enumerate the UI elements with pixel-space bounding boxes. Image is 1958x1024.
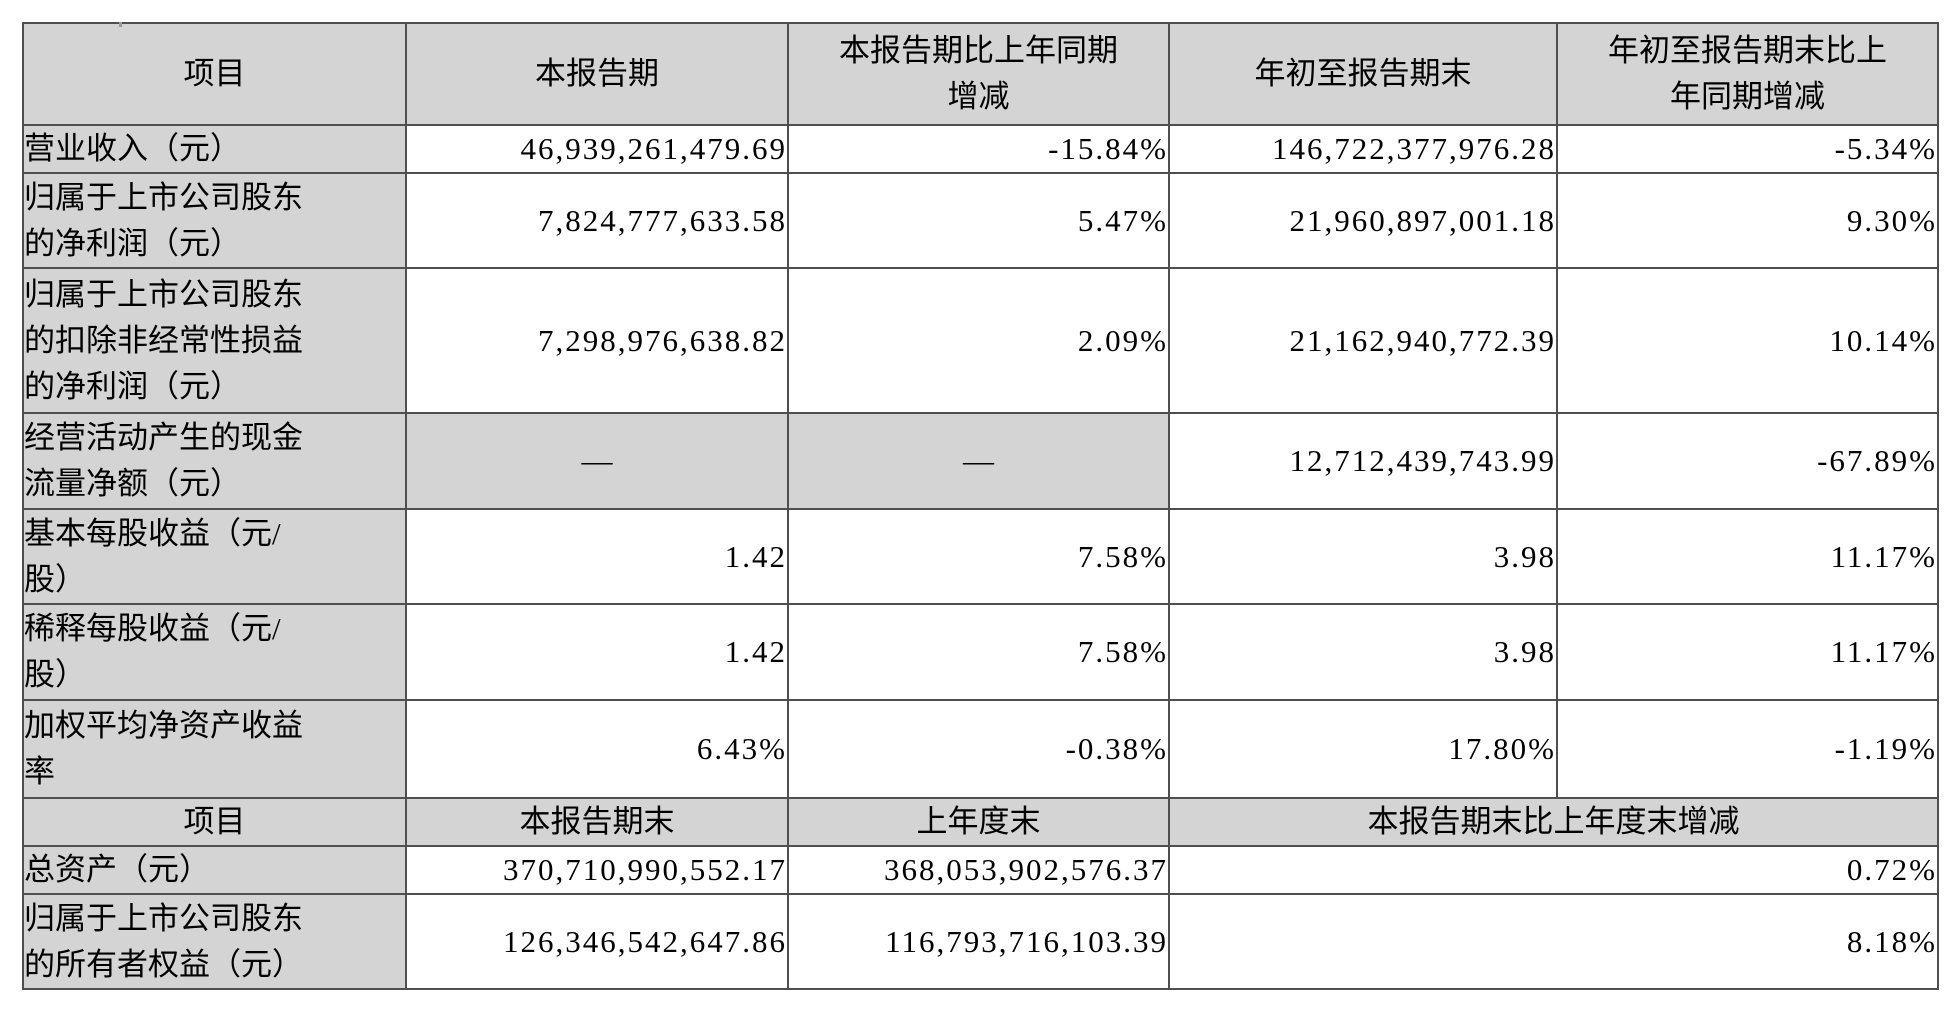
change-value: 8.18% [1168, 893, 1939, 990]
row-label: 稀释每股收益（元/ 股） [22, 603, 407, 701]
col-header-item: 项目 [22, 22, 407, 126]
current-period-value: 1.42 [405, 508, 789, 605]
table-row-basic-eps: 基本每股收益（元/ 股） 1.42 7.58% 3.98 11.17% [22, 508, 1939, 605]
current-period-yoy-value: 7.58% [787, 603, 1170, 701]
current-period-value-dash: — [405, 412, 789, 510]
ytd-value: 21,960,897,001.18 [1168, 172, 1558, 269]
period-end-value: 370,710,990,552.17 [405, 845, 789, 895]
ytd-value: 17.80% [1168, 699, 1558, 799]
col-header-period-end: 本报告期末 [405, 797, 789, 847]
current-period-value: 46,939,261,479.69 [405, 124, 789, 174]
ytd-yoy-value: 9.30% [1556, 172, 1939, 269]
col-header-current-period: 本报告期 [405, 22, 789, 126]
col-header-ytd: 年初至报告期末 [1168, 22, 1558, 126]
table-row-equity-attributable: 归属于上市公司股东 的所有者权益（元） 126,346,542,647.86 1… [22, 893, 1939, 990]
col-header-prior-year-end: 上年度末 [787, 797, 1170, 847]
row-label: 总资产（元） [22, 845, 407, 895]
table-row-weighted-avg-roe: 加权平均净资产收益 率 6.43% -0.38% 17.80% -1.19% [22, 699, 1939, 799]
change-value: 0.72% [1168, 845, 1939, 895]
ytd-value: 146,722,377,976.28 [1168, 124, 1558, 174]
ytd-value: 12,712,439,743.99 [1168, 412, 1558, 510]
col-header-period-end-vs-prior-year-end: 本报告期末比上年度末增减 [1168, 797, 1939, 847]
ytd-yoy-value: -5.34% [1556, 124, 1939, 174]
table-row-diluted-eps: 稀释每股收益（元/ 股） 1.42 7.58% 3.98 11.17% [22, 603, 1939, 701]
table-row-operating-revenue: 营业收入（元） 46,939,261,479.69 -15.84% 146,72… [22, 124, 1939, 174]
ytd-value: 3.98 [1168, 508, 1558, 605]
current-period-yoy-value: 2.09% [787, 267, 1170, 414]
ytd-yoy-value: -1.19% [1556, 699, 1939, 799]
table-row-net-profit-excl-nonrecurring: 归属于上市公司股东 的扣除非经常性损益 的净利润（元） 7,298,976,63… [22, 267, 1939, 414]
table-header-row-2: 项目 本报告期末 上年度末 本报告期末比上年度末增减 [22, 797, 1939, 847]
row-label: 营业收入（元） [22, 124, 407, 174]
current-period-value: 7,824,777,633.58 [405, 172, 789, 269]
current-period-value: 7,298,976,638.82 [405, 267, 789, 414]
row-label: 归属于上市公司股东 的净利润（元） [22, 172, 407, 269]
row-label: 基本每股收益（元/ 股） [22, 508, 407, 605]
prior-year-end-value: 116,793,716,103.39 [787, 893, 1170, 990]
row-label: 加权平均净资产收益 率 [22, 699, 407, 799]
col-header-ytd-yoy-change: 年初至报告期末比上 年同期增减 [1556, 22, 1939, 126]
period-end-value: 126,346,542,647.86 [405, 893, 789, 990]
ytd-yoy-value: -67.89% [1556, 412, 1939, 510]
col-header-current-period-yoy-change: 本报告期比上年同期 增减 [787, 22, 1170, 126]
ytd-yoy-value: 11.17% [1556, 508, 1939, 605]
row-label: 经营活动产生的现金 流量净额（元） [22, 412, 407, 510]
ytd-yoy-value: 11.17% [1556, 603, 1939, 701]
table-row-total-assets: 总资产（元） 370,710,990,552.17 368,053,902,57… [22, 845, 1939, 895]
ytd-value: 21,162,940,772.39 [1168, 267, 1558, 414]
table-header-row-1: 项目 本报告期 本报告期比上年同期 增减 年初至报告期末 年初至报告期末比上 年… [22, 22, 1939, 126]
row-label: 归属于上市公司股东 的扣除非经常性损益 的净利润（元） [22, 267, 407, 414]
current-period-yoy-value: -0.38% [787, 699, 1170, 799]
current-period-yoy-value: 7.58% [787, 508, 1170, 605]
table-row-net-profit-attributable: 归属于上市公司股东 的净利润（元） 7,824,777,633.58 5.47%… [22, 172, 1939, 269]
prior-year-end-value: 368,053,902,576.37 [787, 845, 1170, 895]
financial-summary-table: 项目 本报告期 本报告期比上年同期 增减 年初至报告期末 年初至报告期末比上 年… [22, 22, 1939, 990]
current-period-yoy-value: -15.84% [787, 124, 1170, 174]
row-label: 归属于上市公司股东 的所有者权益（元） [22, 893, 407, 990]
current-period-yoy-value: 5.47% [787, 172, 1170, 269]
cropped-text-artifact [119, 22, 122, 27]
current-period-value: 1.42 [405, 603, 789, 701]
current-period-yoy-value-dash: — [787, 412, 1170, 510]
ytd-yoy-value: 10.14% [1556, 267, 1939, 414]
col-header-item-2: 项目 [22, 797, 407, 847]
table-row-operating-cash-flow: 经营活动产生的现金 流量净额（元） — — 12,712,439,743.99 … [22, 412, 1939, 510]
ytd-value: 3.98 [1168, 603, 1558, 701]
current-period-value: 6.43% [405, 699, 789, 799]
